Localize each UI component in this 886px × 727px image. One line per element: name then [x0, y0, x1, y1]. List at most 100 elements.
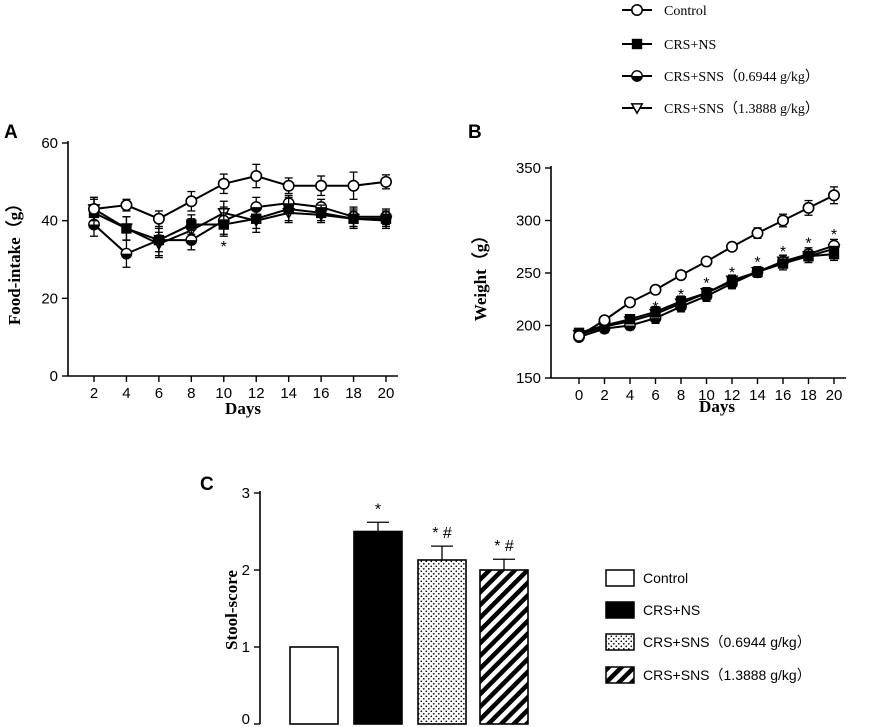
- panel-c-legend-label-1: CRS+NS: [643, 602, 700, 618]
- panel-c-legend-swatch-3: [605, 666, 635, 684]
- panel-a-point-fill: [121, 253, 132, 259]
- panel-b-point: [572, 329, 585, 342]
- panel-a-ytick-label: 40: [41, 213, 58, 230]
- panel-label-b: B: [468, 122, 482, 143]
- panel-label-a: A: [4, 122, 18, 143]
- panel-label-c: C: [200, 474, 214, 495]
- panel-b-xtick-label: 12: [724, 387, 741, 404]
- panel-c-y-title: Stool-score: [222, 570, 241, 650]
- panel-b-series-1: [573, 247, 840, 339]
- panel-a-point: [185, 195, 198, 208]
- panel-a-point: [120, 199, 133, 212]
- panel-b-point: [725, 240, 738, 253]
- top-legend-marker-2: [631, 70, 643, 82]
- panel-a-point-fill: [186, 240, 197, 246]
- panel-b-xtick-label: 0: [575, 387, 583, 404]
- panel-b-xtick-label: 18: [800, 387, 817, 404]
- top-legend-marker-1: [631, 38, 643, 50]
- panel-b-xtick-label: 10: [698, 387, 715, 404]
- panel-b-sig-marker: *: [652, 299, 658, 316]
- panel-b-sig-marker: *: [703, 275, 709, 292]
- panel-b-xtick-label: 6: [651, 387, 659, 404]
- panel-a-point: [283, 203, 294, 215]
- panel-b-ytick-label: 300: [516, 213, 541, 230]
- panel-a-xtick-label: 2: [90, 385, 98, 402]
- panel-a-ytick-label: 60: [41, 135, 58, 152]
- panel-b-point: [675, 296, 687, 307]
- panel-b-chart: 150 200 250 300 350 0 2 4 6 8 10 12 14 16 18 20 * * * * * * * *: [516, 160, 846, 404]
- panel-a-xtick-label: 6: [155, 385, 163, 402]
- panel-b-x-title: Days: [699, 397, 735, 416]
- panel-c-bar-2: [417, 559, 467, 725]
- panel-b-point: [624, 314, 636, 325]
- top-legend-label-3: CRS+SNS（1.3888 g/kg）: [664, 101, 819, 117]
- panel-c-legend-label-0: Control: [643, 570, 688, 586]
- panel-c-bar-0: [289, 646, 339, 725]
- panel-b-point-fill: [650, 318, 661, 324]
- panel-a-point: [120, 247, 133, 260]
- panel-b-point: [701, 287, 712, 299]
- panel-c-legend-label-2: CRS+SNS（0.6944 g/kg）: [643, 634, 811, 650]
- panel-a-x-title: Days: [225, 399, 261, 418]
- panel-a-point: [217, 177, 230, 190]
- panel-a-point: [218, 219, 229, 230]
- panel-c-bar-1: [353, 530, 403, 725]
- panel-b-series-0: [572, 186, 840, 342]
- panel-a-point: [379, 175, 392, 188]
- panel-b-point: [726, 276, 738, 287]
- panel-b-xtick-label: 14: [749, 387, 766, 404]
- top-legend-marker-3: [630, 103, 644, 115]
- panel-b-sig-marker: *: [678, 287, 684, 304]
- panel-a-series-0: [88, 163, 392, 228]
- panel-b-xtick-label: 16: [775, 387, 792, 404]
- panel-a-series-line: [93, 207, 386, 242]
- panel-a-xtick-label: 20: [378, 385, 395, 402]
- panel-a-xtick-label: 8: [187, 385, 195, 402]
- panel-c-legend-swatch-0: [605, 569, 635, 587]
- panel-a-point: [282, 179, 295, 192]
- panel-a-point: [348, 213, 359, 224]
- panel-a-point: [121, 223, 132, 234]
- panel-c-bar-3: [479, 569, 529, 725]
- panel-b-point: [674, 269, 687, 282]
- panel-b-xtick-label: 8: [677, 387, 685, 404]
- panel-c-ytick-label: 3: [242, 485, 250, 502]
- panel-b-point: [598, 314, 611, 327]
- panel-b-point: [751, 227, 764, 240]
- panel-b-ytick-label: 350: [516, 160, 541, 177]
- top-legend-label-1: CRS+NS: [664, 38, 716, 53]
- panel-b-point: [776, 214, 789, 227]
- panel-c-ytick-label: 1: [242, 639, 250, 656]
- panel-c-sig-marker-2: * #: [432, 525, 452, 542]
- panel-b-point: [777, 258, 789, 269]
- panel-a-xtick-label: 4: [122, 385, 130, 402]
- panel-b-point: [828, 248, 840, 260]
- panel-c-legend-label-3: CRS+SNS（1.3888 g/kg）: [643, 667, 811, 683]
- panel-b-point: [623, 296, 636, 309]
- panel-b-xtick-label: 20: [826, 387, 843, 404]
- panel-b-y-title: Weight（g）: [470, 227, 490, 321]
- panel-c-sig-marker-3: * #: [494, 538, 514, 555]
- panel-a-y-title: Food-intake（g）: [4, 195, 24, 325]
- panel-a-xtick-label: 12: [248, 385, 265, 402]
- panel-a-point: [153, 234, 165, 246]
- panel-a-point: [185, 234, 198, 246]
- panel-b-point: [827, 189, 840, 202]
- panel-b-sig-marker: *: [729, 265, 735, 282]
- panel-c-ytick-label: 0: [242, 711, 250, 727]
- panel-a-xtick-label: 10: [215, 385, 232, 402]
- panel-a-ytick-label: 0: [50, 368, 58, 385]
- panel-c-legend: Control CRS+NS CRS+SNS（0.6944 g/kg） CRS+SNS…: [605, 569, 811, 684]
- panel-a-chart: 0 20 40 60 2 4 6 8 10 12 14 16 18 20 *: [41, 135, 398, 402]
- panel-b-ytick-label: 250: [516, 265, 541, 282]
- top-legend-marker-0: [630, 4, 643, 16]
- panel-b-xtick-label: 2: [600, 387, 608, 404]
- panel-a-point: [347, 179, 360, 192]
- top-legend-label-0: Control: [664, 4, 707, 19]
- top-legend: Control CRS+NS CRS+SNS（0.6944 g/kg） CRS+SNS…: [622, 4, 819, 117]
- panel-a-point: [250, 170, 263, 183]
- panel-c-sig-marker-1: *: [375, 501, 381, 518]
- panel-a-sig-marker: *: [221, 239, 227, 256]
- top-legend-marker-2-fill: [631, 76, 643, 82]
